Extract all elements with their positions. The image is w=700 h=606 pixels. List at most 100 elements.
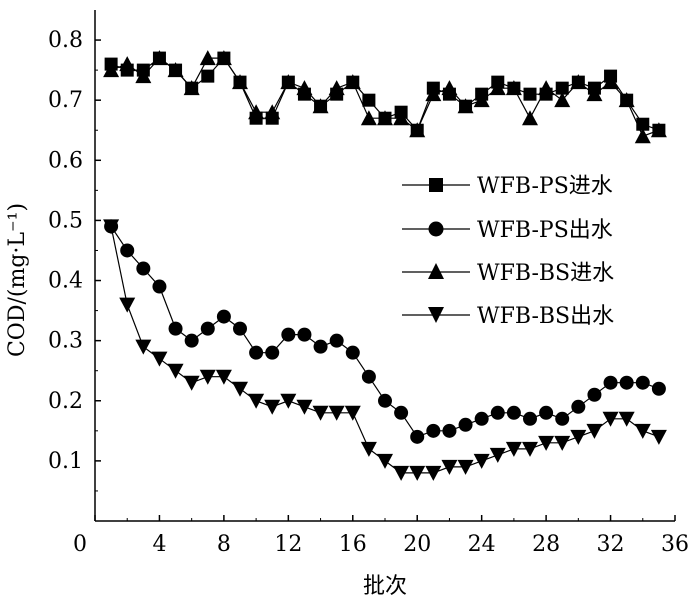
data-point: [119, 297, 136, 313]
x-tick-label: 28: [532, 532, 560, 557]
data-point: [328, 405, 345, 421]
data-point: [362, 93, 376, 107]
data-point: [329, 333, 344, 348]
data-point: [360, 441, 377, 457]
data-point: [490, 405, 505, 420]
data-point: [554, 435, 571, 451]
data-point: [489, 80, 506, 96]
data-point: [522, 110, 538, 126]
data-point: [201, 69, 215, 83]
data-point: [602, 74, 619, 90]
x-tick-label: 32: [597, 532, 625, 557]
data-point: [344, 74, 361, 90]
data-point: [555, 81, 569, 95]
data-point: [489, 447, 506, 463]
data-point: [232, 381, 248, 397]
data-point: [409, 122, 426, 138]
data-point: [248, 104, 265, 120]
legend-label: WFB-PS进水: [477, 174, 613, 199]
x-tick-label: 20: [403, 532, 431, 557]
data-point: [570, 74, 587, 90]
series-triangle-up: [103, 50, 667, 144]
x-tick-label: 24: [468, 532, 496, 557]
data-point: [152, 279, 167, 294]
data-point: [264, 399, 281, 415]
data-point: [280, 393, 297, 409]
data-point: [167, 363, 184, 379]
data-point: [634, 128, 651, 144]
legend-label: WFB-BS进水: [477, 261, 614, 286]
data-point: [458, 417, 473, 432]
data-point: [215, 369, 232, 385]
data-point: [297, 327, 312, 342]
ticks: 4 8 12 16 20 24 28 32 36 0.1 0.2 0.3 0.4 0.5 0.6 0.7 0.8: [48, 28, 689, 557]
data-point: [264, 104, 281, 120]
legend-label: WFB-BS出水: [477, 304, 614, 329]
data-point: [199, 369, 216, 385]
data-point: [410, 429, 425, 444]
data-point: [634, 423, 651, 439]
data-point: [312, 98, 329, 114]
x-origin-label: 0: [73, 532, 87, 557]
data-point: [313, 339, 328, 354]
series: [103, 50, 667, 481]
data-point: [281, 327, 296, 342]
legend-circle-marker: [428, 221, 444, 237]
data-point: [296, 399, 313, 415]
data-point: [474, 411, 489, 426]
y-axis-title: COD/(mg·L⁻¹): [5, 203, 30, 357]
data-point: [280, 74, 297, 90]
data-point: [505, 80, 522, 96]
legend-triangle-down-marker: [428, 307, 444, 323]
data-point: [650, 122, 667, 138]
y-tick-label: 0.3: [48, 329, 83, 354]
data-point: [136, 261, 151, 276]
data-point: [602, 411, 619, 427]
x-tick-label: 4: [152, 532, 166, 557]
data-point: [345, 345, 360, 360]
y-tick-label: 0.7: [48, 88, 83, 113]
data-point: [409, 465, 426, 481]
data-point: [393, 465, 410, 481]
data-point: [233, 321, 247, 336]
legend-square-marker: [429, 178, 443, 192]
x-tick-label: 36: [661, 532, 689, 557]
data-point: [135, 339, 152, 355]
data-point: [603, 375, 618, 390]
data-point: [425, 465, 442, 481]
data-point: [200, 321, 215, 336]
legend-item-wfb-ps-out: WFB-PS出水: [402, 218, 613, 243]
data-point: [344, 405, 361, 421]
data-point: [377, 453, 393, 469]
data-point: [635, 375, 650, 390]
y-tick-label: 0.2: [48, 389, 83, 414]
data-point: [120, 243, 135, 258]
data-point: [586, 86, 603, 102]
data-point: [378, 393, 392, 408]
data-point: [523, 411, 537, 426]
y-tick-label: 0.5: [48, 208, 83, 233]
data-point: [394, 405, 409, 420]
x-tick-label: 8: [217, 532, 231, 557]
data-point: [151, 50, 168, 66]
data-point: [215, 50, 232, 66]
data-point: [199, 50, 216, 66]
data-point: [618, 411, 635, 427]
data-point: [441, 80, 458, 96]
data-point: [151, 351, 168, 367]
data-point: [457, 459, 474, 475]
data-point: [249, 345, 264, 360]
data-point: [538, 80, 555, 96]
data-point: [360, 110, 377, 126]
legend: WFB-PS进水 WFB-PS出水 WFB-BS进水 WFB-BS出水: [402, 174, 614, 329]
data-point: [618, 92, 635, 108]
data-point: [473, 92, 490, 108]
data-point: [523, 87, 537, 101]
data-point: [232, 74, 248, 90]
y-tick-label: 0.4: [48, 269, 83, 294]
data-point: [426, 423, 441, 438]
data-point: [103, 219, 120, 235]
data-point: [538, 435, 555, 451]
